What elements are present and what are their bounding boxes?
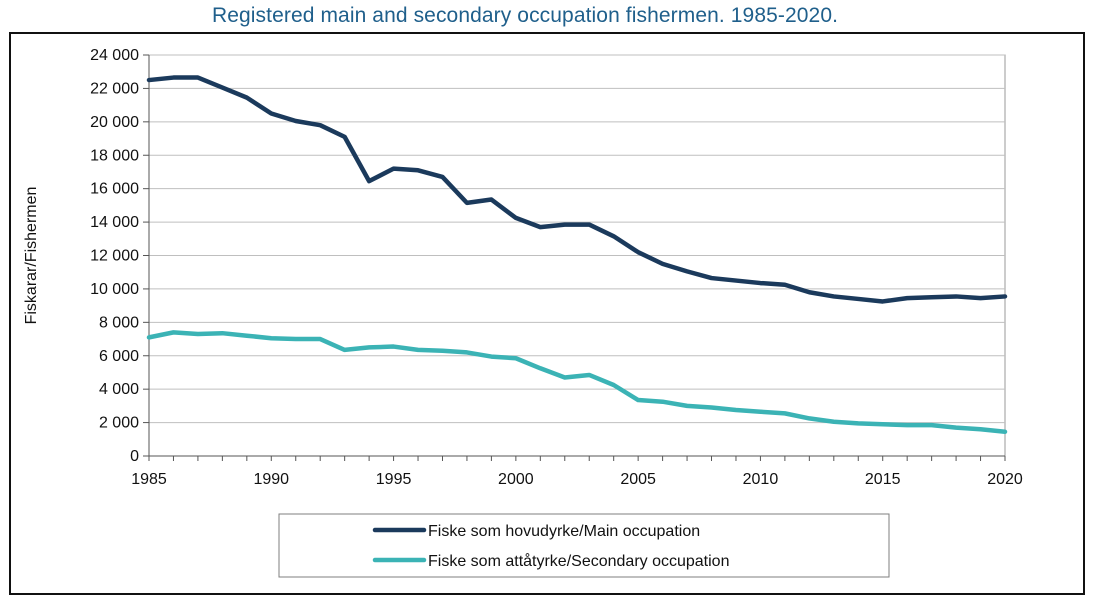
y-tick-label: 22 000	[90, 80, 139, 97]
y-tick-label: 10 000	[90, 281, 139, 298]
y-tick-label: 20 000	[90, 114, 139, 131]
legend-label-main: Fiske som hovudyrke/Main occupation	[428, 523, 700, 540]
y-tick-label: 8 000	[99, 314, 139, 331]
x-tick-label: 2005	[620, 471, 656, 488]
chart-frame	[9, 32, 1085, 595]
x-tick-label: 1995	[376, 471, 412, 488]
x-tick-label: 2015	[865, 471, 901, 488]
main-occupation-line	[146, 75, 1008, 304]
legend-label-secondary: Fiske som attåtyrke/Secondary occupation	[428, 552, 729, 570]
y-tick-label: 12 000	[90, 248, 139, 265]
y-tick-label: 14 000	[90, 214, 139, 231]
x-tick-label: 2000	[498, 471, 534, 488]
y-tick-label: 18 000	[90, 147, 139, 164]
y-tick-label: 2 000	[99, 415, 139, 432]
secondary-occupation-points	[148, 332, 1006, 432]
x-tick-label: 2020	[987, 471, 1023, 488]
y-tick-label: 16 000	[90, 181, 139, 198]
y-tick-label: 6 000	[99, 348, 139, 365]
chart-title: Registered main and secondary occupation…	[211, 4, 839, 27]
secondary-occupation-line	[146, 330, 1008, 435]
x-tick-label: 2010	[743, 471, 779, 488]
y-tick-label: 24 000	[90, 47, 139, 64]
main-occupation-points	[148, 77, 1006, 302]
legend-box	[278, 513, 890, 578]
x-tick-label: 1985	[131, 471, 167, 488]
y-axis-title: Fiskarar/Fishermen	[23, 187, 40, 325]
y-tick-label: 4 000	[99, 381, 139, 398]
y-tick-label: 0	[130, 448, 139, 465]
x-tick-label: 1990	[253, 471, 289, 488]
